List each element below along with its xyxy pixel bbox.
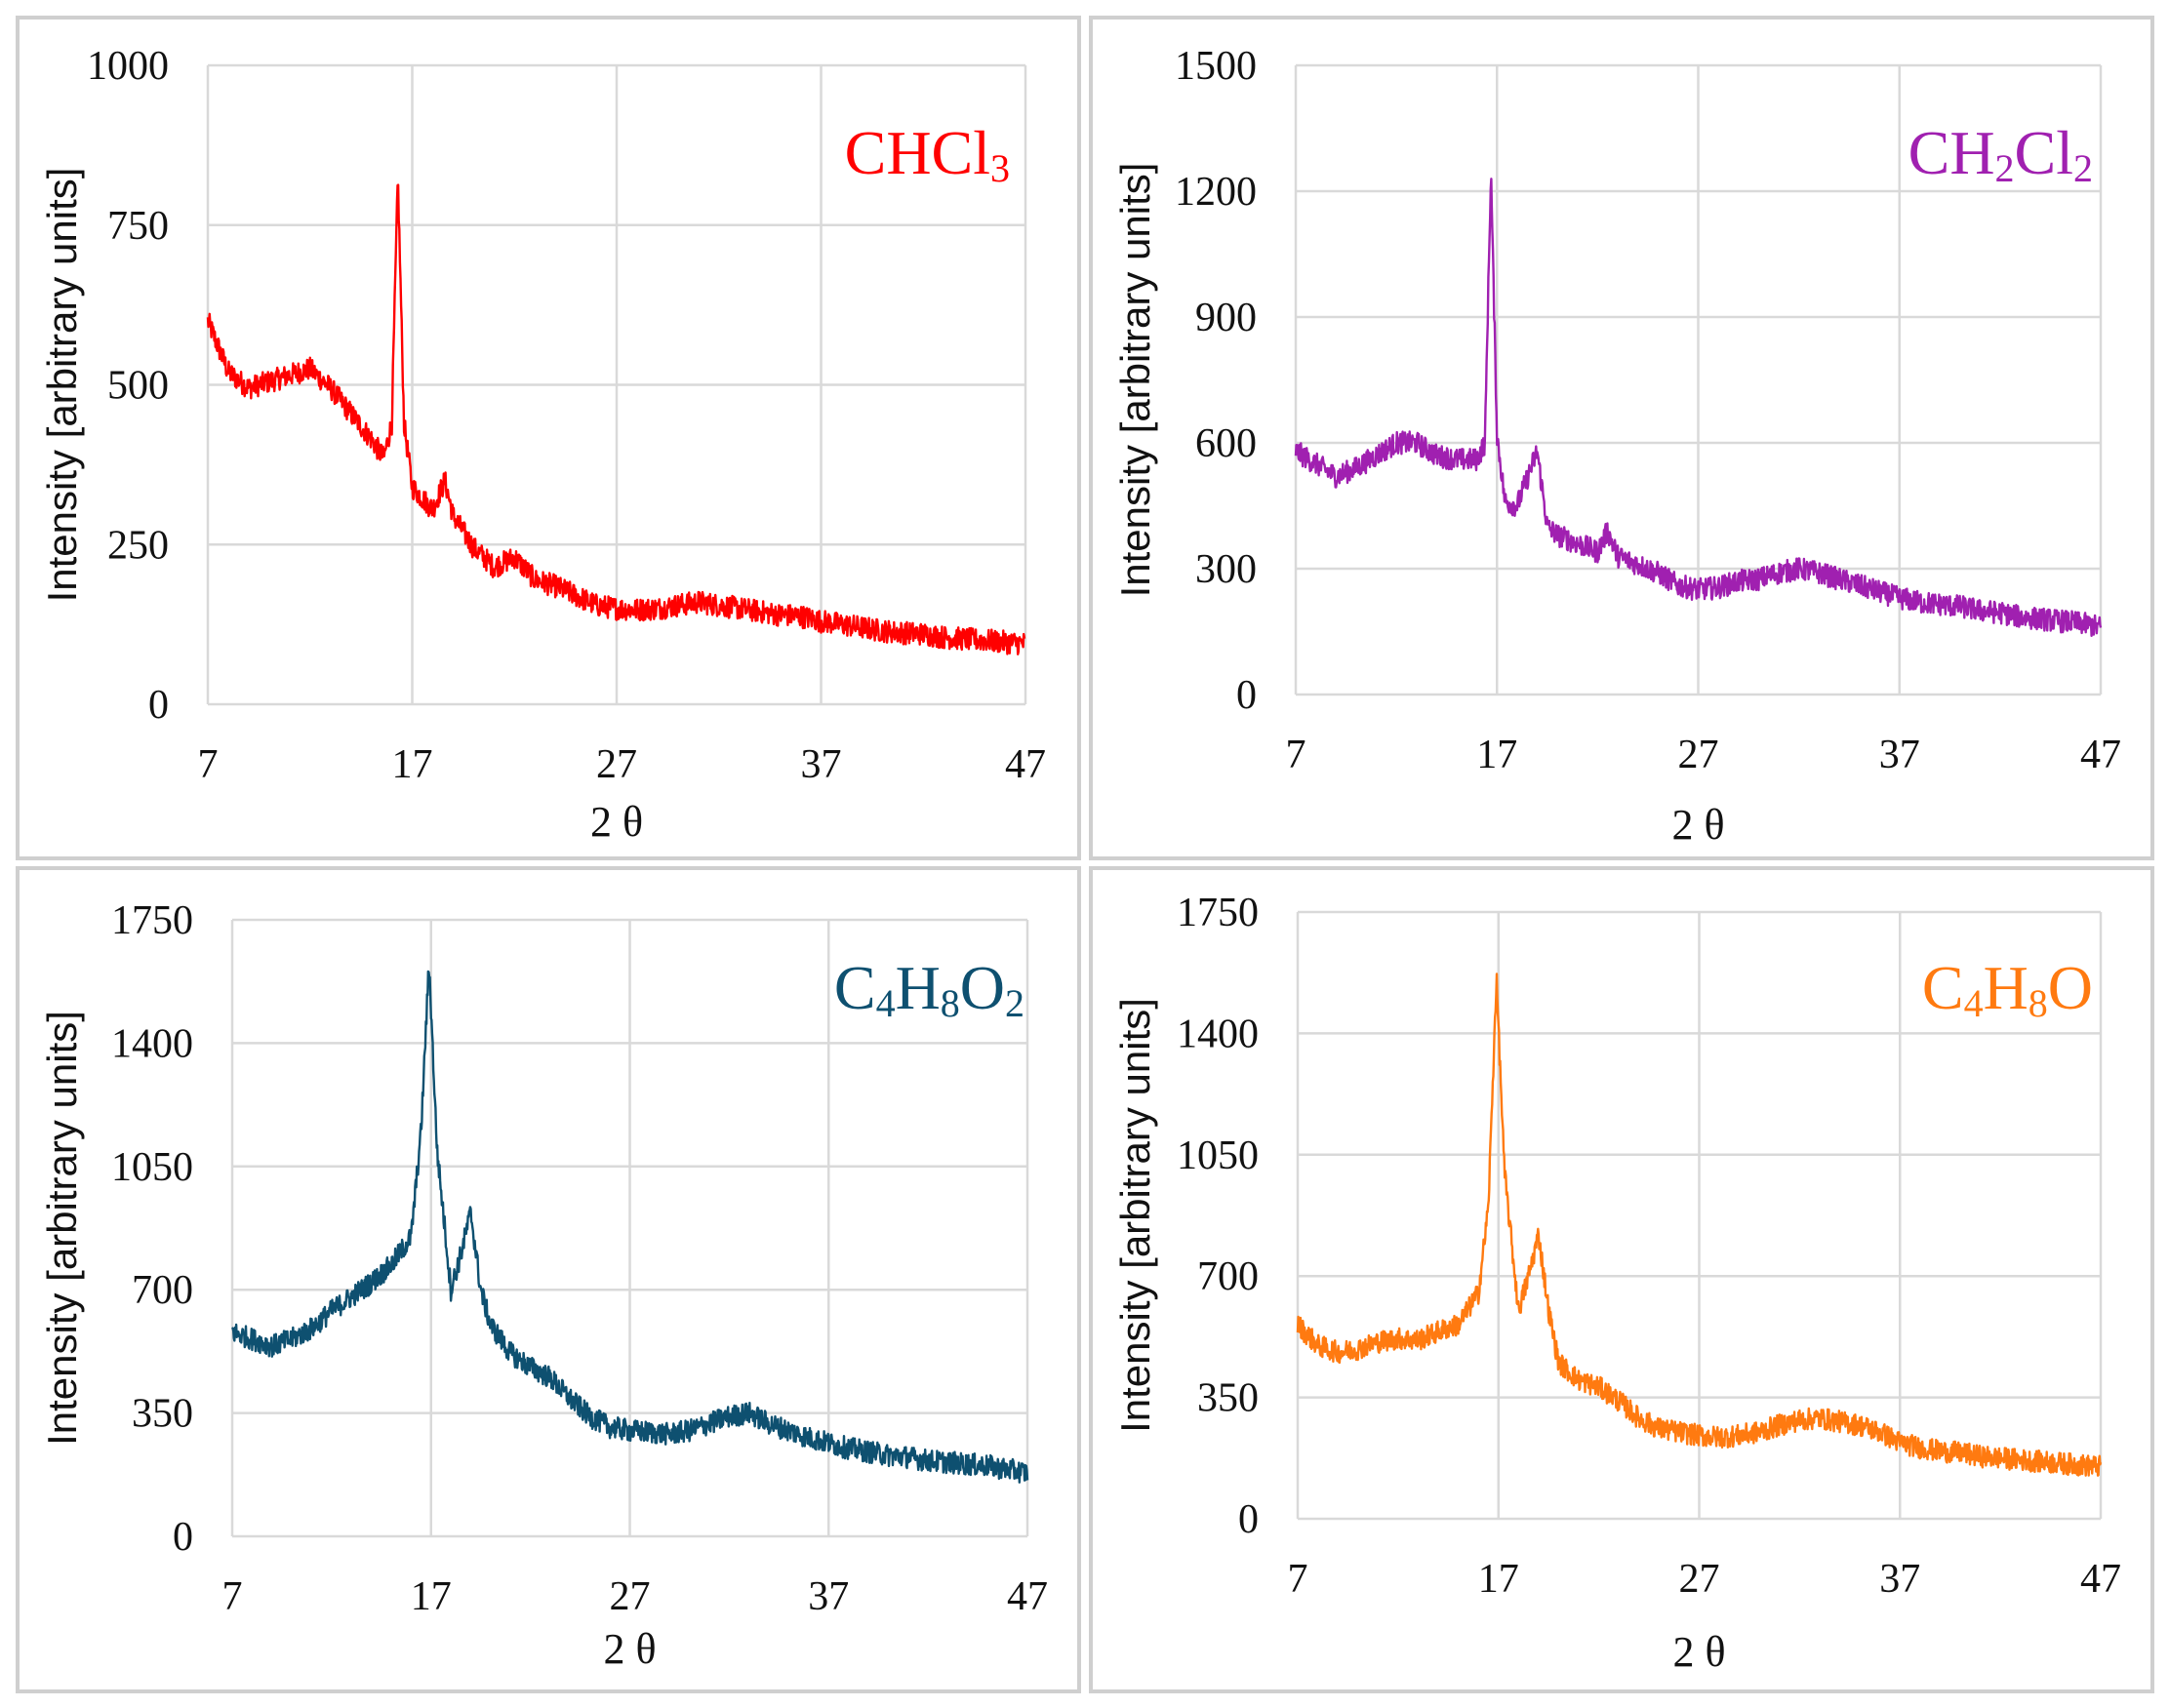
chart-panel: 0 350 700 1050 1400 1750 7 17 27 37 47 2 θ Intensity… <box>1089 866 2154 1693</box>
x-tick-label: 27 <box>596 742 637 787</box>
y-axis-label: Intensity [arbitrary units] <box>1112 163 1158 598</box>
title-text: H <box>1984 953 2028 1022</box>
panel-frame <box>1089 16 2154 860</box>
x-tick-label: 37 <box>1879 733 1920 777</box>
title-text: C <box>1922 953 1964 1022</box>
y-tick-label: 900 <box>1195 296 1257 340</box>
x-tick-label: 47 <box>2080 733 2121 777</box>
panel-frame <box>16 866 1081 1693</box>
y-tick-label: 1000 <box>87 44 169 89</box>
x-tick-label: 7 <box>1288 1557 1308 1602</box>
title-subscript: 4 <box>1964 981 1984 1025</box>
y-tick-label: 0 <box>1236 673 1257 718</box>
y-tick-label: 300 <box>1195 547 1257 592</box>
title-text: O <box>2048 953 2093 1022</box>
x-tick-label: 17 <box>1476 733 1517 777</box>
x-axis-label: 2 θ <box>1672 1628 1725 1676</box>
y-tick-label: 600 <box>1195 421 1257 466</box>
title-text: CH <box>1908 118 1995 187</box>
chart-title: C4H8O2 <box>834 953 1024 1025</box>
chart-title: C4H8O <box>1922 953 2093 1025</box>
title-subscript: 2 <box>1995 146 2015 190</box>
x-tick-label: 7 <box>1286 733 1306 777</box>
x-tick-label: 37 <box>801 742 842 787</box>
x-tick-label: 17 <box>1478 1557 1519 1602</box>
panel-frame <box>1089 866 2154 1693</box>
chart-panel: 0 300 600 900 1200 1500 7 17 27 37 47 2 θ Intensity … <box>1089 16 2154 860</box>
y-tick-label: 350 <box>1197 1376 1259 1421</box>
y-tick-label: 1400 <box>111 1021 193 1066</box>
title-text: CHCl <box>845 118 990 187</box>
y-tick-label: 750 <box>107 204 169 249</box>
x-tick-label: 7 <box>222 1574 243 1619</box>
y-tick-label: 1500 <box>1175 44 1257 89</box>
y-tick-label: 1750 <box>1177 891 1259 935</box>
series-line <box>206 183 1026 655</box>
y-tick-label: 1050 <box>1177 1133 1259 1178</box>
title-subscript: 8 <box>2028 981 2048 1025</box>
y-tick-label: 350 <box>132 1392 193 1437</box>
y-tick-label: 250 <box>107 523 169 568</box>
series-line <box>231 970 1029 1484</box>
title-text: O <box>960 953 1005 1022</box>
series-line <box>1296 973 2103 1477</box>
title-subscript: 2 <box>2073 146 2093 190</box>
y-tick-label: 0 <box>173 1515 193 1560</box>
y-tick-label: 1750 <box>111 898 193 943</box>
title-text: C <box>834 953 876 1022</box>
title-subscript: 4 <box>876 981 896 1025</box>
chart-title: CH2Cl2 <box>1908 118 2093 190</box>
x-axis-label: 2 θ <box>1671 801 1724 849</box>
x-tick-label: 27 <box>610 1574 651 1619</box>
x-tick-label: 27 <box>1679 1557 1720 1602</box>
chart-panel: 0 250 500 750 1000 7 17 27 37 47 2 θ Intensity [arb… <box>16 16 1081 860</box>
y-axis-label: Intensity [arbitrary units] <box>39 168 85 603</box>
x-tick-label: 47 <box>2080 1557 2121 1602</box>
x-tick-label: 37 <box>808 1574 849 1619</box>
y-tick-label: 1050 <box>111 1145 193 1190</box>
panel-frame <box>16 16 1081 860</box>
y-tick-label: 1400 <box>1177 1012 1259 1056</box>
y-tick-label: 700 <box>132 1268 193 1313</box>
x-tick-label: 7 <box>198 742 219 787</box>
title-text: H <box>896 953 941 1022</box>
chart-panel: 0 350 700 1050 1400 1750 7 17 27 37 47 2 θ Intensity… <box>16 866 1081 1693</box>
y-tick-label: 500 <box>107 364 169 409</box>
x-axis-label: 2 θ <box>590 798 643 846</box>
x-tick-label: 17 <box>392 742 433 787</box>
series-line <box>1294 178 2103 637</box>
y-axis-label: Intensity [arbitrary units] <box>39 1011 85 1446</box>
y-tick-label: 1200 <box>1175 170 1257 215</box>
y-axis-label: Intensity [arbitrary units] <box>1112 998 1158 1433</box>
x-tick-label: 17 <box>411 1574 452 1619</box>
y-tick-label: 700 <box>1197 1254 1259 1299</box>
x-tick-label: 47 <box>1005 742 1046 787</box>
x-tick-label: 37 <box>1879 1557 1920 1602</box>
x-tick-label: 47 <box>1007 1574 1048 1619</box>
title-subscript: 3 <box>990 146 1010 190</box>
title-subscript: 8 <box>941 981 960 1025</box>
x-axis-label: 2 θ <box>603 1625 656 1673</box>
title-subscript: 2 <box>1005 981 1024 1025</box>
x-tick-label: 27 <box>1678 733 1719 777</box>
y-tick-label: 0 <box>1238 1497 1259 1542</box>
chart-title: CHCl3 <box>845 118 1010 190</box>
title-text: Cl <box>2015 118 2073 187</box>
y-tick-label: 0 <box>148 683 169 728</box>
